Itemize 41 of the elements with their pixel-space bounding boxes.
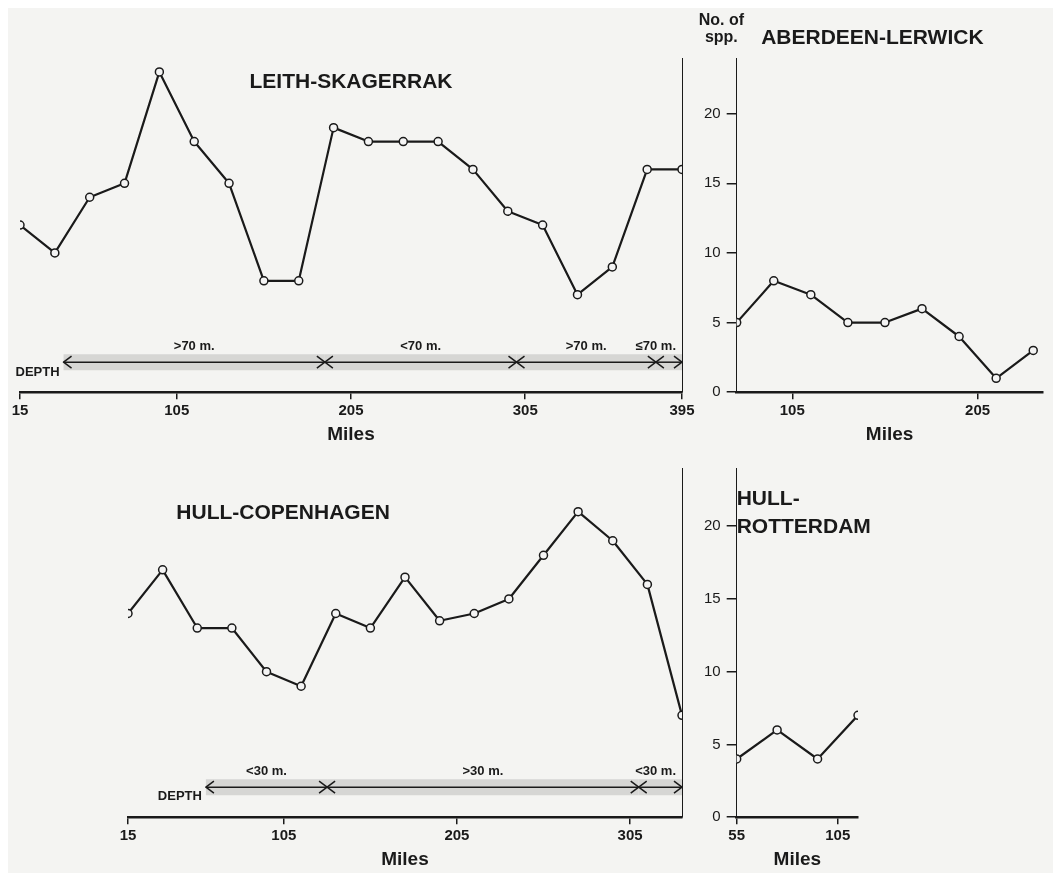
x-tick-label: 205 <box>444 826 470 844</box>
x-tick-label: 395 <box>669 401 695 419</box>
text: HULL-COPENHAGEN <box>176 500 390 524</box>
band-label: >30 m. <box>462 763 504 779</box>
annotation: DEPTH <box>157 787 202 803</box>
x-axis-title: Miles <box>381 847 429 869</box>
x-tick-label: 105 <box>825 826 851 844</box>
y-tick-label: 0 <box>712 807 721 825</box>
y-tick-label: 10 <box>704 243 721 261</box>
band-label: <70 m. <box>400 338 442 354</box>
y-tick-label: 15 <box>704 589 721 607</box>
y-axis-title: No. of spp. <box>698 11 745 46</box>
band-label: ≤70 m. <box>635 338 677 354</box>
text: LEITH-SKAGERRAK <box>249 68 453 92</box>
y-tick-label: 10 <box>704 661 721 679</box>
x-tick-label: 105 <box>164 401 190 419</box>
x-tick-label: 55 <box>728 826 746 844</box>
x-tick-label: 105 <box>271 826 297 844</box>
y-tick-label: 0 <box>712 382 721 400</box>
text: HULL-ROTTERDAM <box>736 486 871 538</box>
y-tick-label: 15 <box>704 173 721 191</box>
y-tick-label: 5 <box>712 734 721 752</box>
x-axis-title: Miles <box>773 847 822 869</box>
y-tick-label: 20 <box>704 103 721 121</box>
x-axis-title: Miles <box>327 422 375 444</box>
x-tick-label: 305 <box>512 401 538 419</box>
x-tick-label: 205 <box>338 401 364 419</box>
x-axis-title: Miles <box>865 422 914 444</box>
y-tick-label: 20 <box>704 516 721 534</box>
band-label: >70 m. <box>173 338 215 354</box>
x-tick-label: 15 <box>119 826 137 844</box>
band-label: <30 m. <box>635 763 676 779</box>
chart-title: ABERDEEN-LERWICK <box>761 25 984 49</box>
x-tick-label: 105 <box>779 401 805 419</box>
x-tick-label: 305 <box>617 826 643 844</box>
x-tick-label: 15 <box>11 401 29 419</box>
band-label: <30 m. <box>246 763 287 779</box>
x-tick-label: 205 <box>965 401 991 419</box>
y-tick-label: 5 <box>712 312 721 330</box>
annotation: DEPTH <box>15 363 60 379</box>
band-label: >70 m. <box>565 338 607 354</box>
